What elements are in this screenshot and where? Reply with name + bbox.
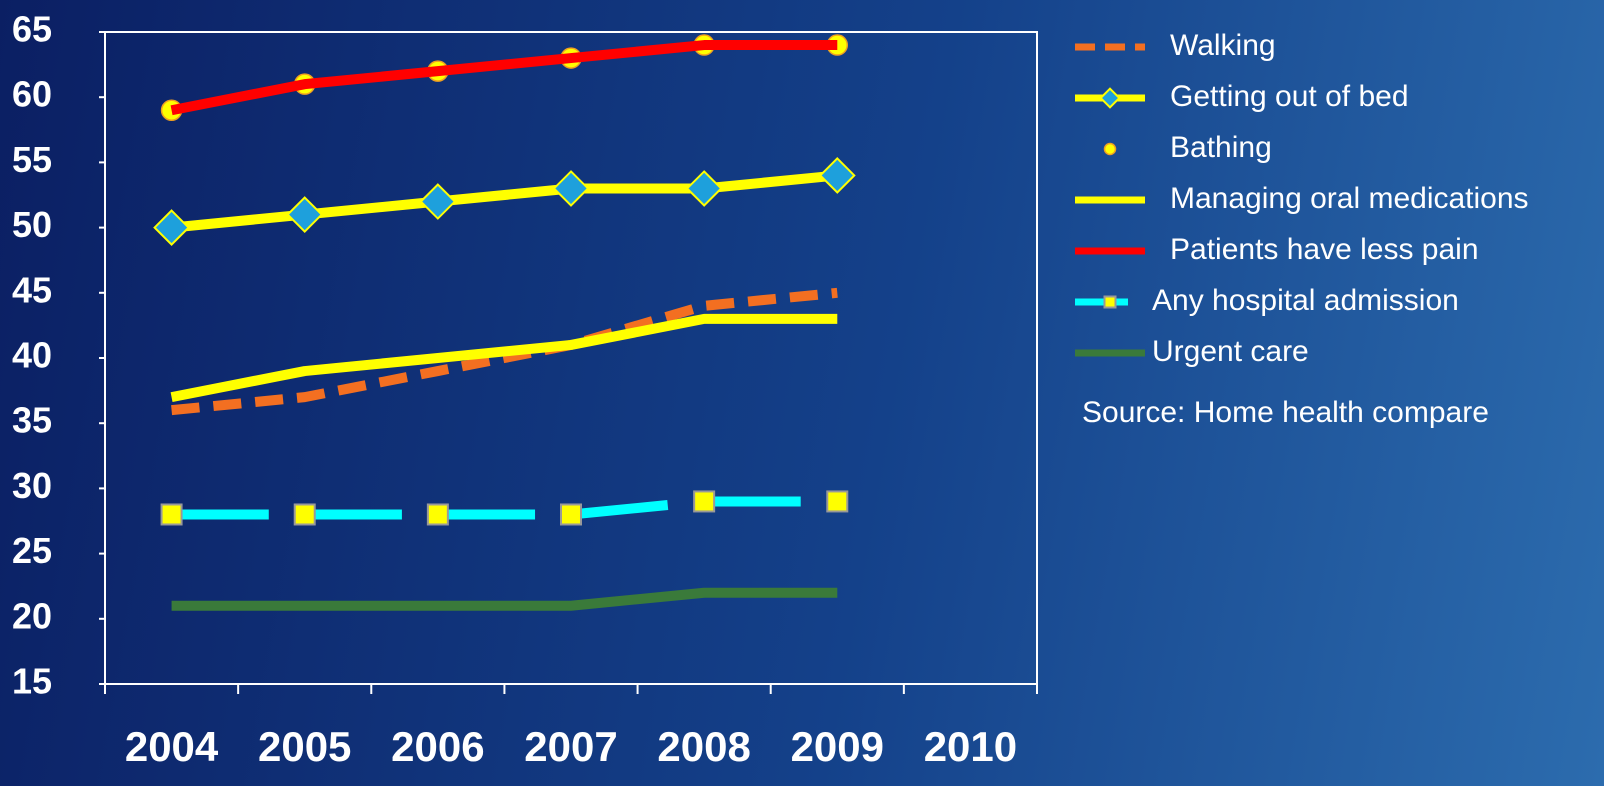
- x-tick-label: 2006: [391, 723, 484, 770]
- marker: [1099, 87, 1121, 109]
- legend-item: Bathing: [1103, 131, 1272, 164]
- y-tick-label: 65: [12, 9, 52, 50]
- y-tick-label: 40: [12, 335, 52, 376]
- legend-item: Any hospital admission: [1075, 284, 1459, 317]
- x-tick-label: 2007: [524, 723, 617, 770]
- y-tick-label: 45: [12, 269, 52, 310]
- legend-item: Getting out of bed: [1075, 80, 1409, 113]
- series-line: [171, 170, 838, 233]
- legend-label: Patients have less pain: [1170, 233, 1479, 266]
- x-tick-label: 2004: [125, 723, 219, 770]
- series-line: [170, 40, 838, 116]
- legend-label: Managing oral medications: [1170, 182, 1529, 215]
- series-line: [171, 287, 838, 416]
- legend-item: Walking: [1075, 29, 1276, 62]
- marker: [693, 490, 716, 513]
- marker: [1103, 142, 1117, 156]
- series-line: [171, 587, 838, 611]
- annotation: Source: Home health compare: [1082, 396, 1489, 429]
- x-tick-label: 2005: [258, 723, 351, 770]
- marker: [826, 490, 849, 513]
- y-tick-label: 50: [12, 204, 52, 245]
- y-tick-label: 15: [12, 661, 52, 702]
- y-tick-label: 60: [12, 74, 52, 115]
- marker: [685, 170, 723, 207]
- plot-frame: [104, 31, 1038, 685]
- marker: [160, 503, 183, 526]
- x-tick-label: 2008: [657, 723, 750, 770]
- legend-item: Urgent care: [1075, 335, 1309, 368]
- marker: [560, 503, 582, 526]
- y-tick-label: 55: [12, 139, 52, 180]
- x-tick-label: 2010: [924, 723, 1017, 770]
- legend-label: Getting out of bed: [1170, 80, 1409, 113]
- marker: [552, 170, 590, 207]
- x-tick-label: 2009: [791, 723, 884, 770]
- legend-label: Any hospital admission: [1152, 284, 1459, 317]
- legend-item: Managing oral medications: [1075, 182, 1529, 215]
- y-tick-label: 20: [12, 595, 52, 636]
- legend-item: Patients have less pain: [1075, 233, 1479, 266]
- y-tick-label: 30: [12, 465, 52, 506]
- y-tick-label: 35: [12, 400, 52, 441]
- series-line: [171, 496, 838, 520]
- marker: [818, 157, 856, 194]
- marker: [1103, 295, 1117, 309]
- marker: [293, 503, 316, 526]
- marker: [153, 209, 190, 247]
- series-line: [170, 313, 838, 403]
- marker: [419, 183, 457, 220]
- marker: [286, 196, 324, 233]
- legend-label: Bathing: [1170, 131, 1272, 164]
- legend-label: Urgent care: [1152, 335, 1309, 368]
- legend-label: Walking: [1170, 29, 1276, 62]
- marker: [426, 503, 449, 526]
- y-tick-label: 25: [12, 530, 52, 571]
